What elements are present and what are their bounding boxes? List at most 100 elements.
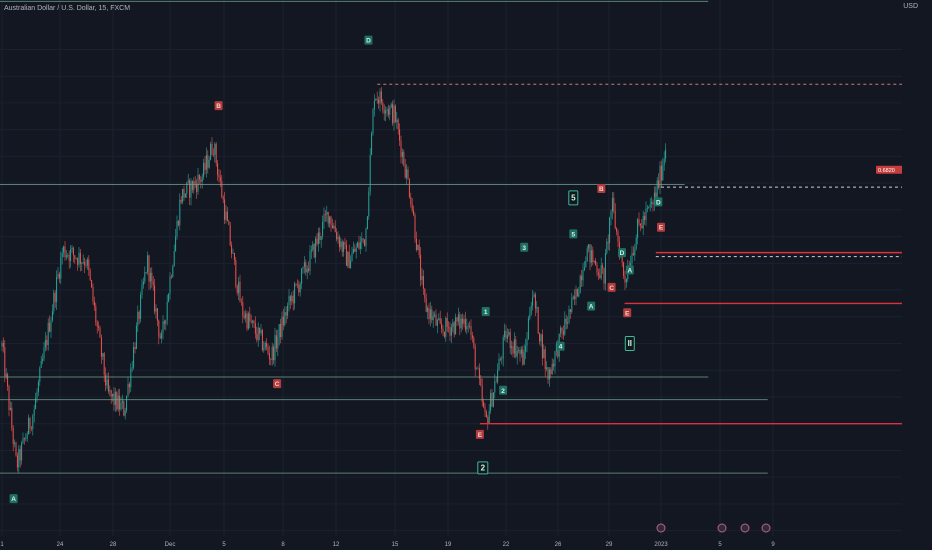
candle-body: [271, 346, 273, 360]
candle-body: [476, 369, 478, 370]
x-tick-label: 1: [0, 542, 4, 548]
candle-body: [46, 339, 48, 346]
candle-body: [652, 202, 654, 205]
candle-body: [9, 407, 11, 410]
candle-body: [292, 295, 294, 304]
candle-body: [254, 323, 256, 334]
candle-body: [224, 199, 226, 220]
candle-body: [131, 367, 133, 369]
candle-body: [469, 325, 471, 327]
wave-label-box: [364, 35, 373, 45]
wave-label-box: [9, 494, 18, 504]
candle-body: [455, 317, 457, 335]
candle-body: [544, 349, 546, 370]
wave-label-box: [618, 248, 626, 258]
candle-body: [362, 238, 364, 240]
candle-body: [77, 258, 79, 265]
candle-body: [207, 155, 209, 168]
candle-body: [327, 211, 329, 224]
wave-label-text: 2: [501, 388, 505, 395]
candle-body: [464, 319, 466, 330]
candle-body: [585, 261, 587, 268]
candle-body: [322, 222, 324, 237]
candle-body: [176, 220, 178, 237]
candle-body: [578, 293, 580, 297]
candle-body: [215, 143, 217, 164]
candle-body: [222, 197, 224, 200]
candle-body: [389, 106, 391, 115]
candle-body: [273, 346, 275, 361]
price-scale-background: [902, 0, 932, 550]
candle-body: [656, 180, 658, 198]
candle-body: [12, 428, 14, 444]
candle-body: [506, 335, 508, 339]
candle-body: [30, 428, 32, 429]
candle-body: [547, 367, 549, 380]
price-tag: [876, 165, 903, 174]
candle-body: [74, 255, 76, 259]
x-tick-label: 15: [392, 542, 399, 548]
candle-body: [561, 327, 563, 332]
candle-body: [203, 162, 205, 177]
candle-body: [154, 285, 156, 312]
candle-body: [54, 292, 56, 303]
candle-body: [284, 312, 286, 326]
candle-body: [246, 313, 248, 329]
candle-body: [383, 109, 385, 114]
candle-body: [600, 265, 602, 279]
wave-label-box: [625, 265, 634, 275]
candle-body: [319, 232, 321, 240]
candle-body: [635, 237, 637, 249]
candle-body: [117, 395, 119, 410]
candle-body: [457, 314, 459, 322]
candle-body: [112, 393, 114, 397]
candle-body: [320, 236, 322, 240]
candle-body: [19, 448, 21, 461]
candle-body: [226, 211, 228, 222]
candle-body: [172, 266, 174, 277]
candle-body: [193, 181, 195, 190]
candle-body: [190, 180, 192, 198]
candle-body: [660, 165, 662, 181]
candle-body: [487, 417, 489, 424]
candle-body: [189, 180, 191, 198]
candle-body: [550, 369, 552, 375]
candle-body: [595, 260, 597, 265]
candle-body: [616, 228, 618, 232]
candle-body: [89, 270, 91, 281]
candle-body: [532, 297, 534, 307]
candle-body: [232, 252, 234, 254]
candle-body: [217, 163, 219, 176]
candle-body: [355, 247, 357, 252]
candle-body: [288, 296, 290, 306]
candle-body: [555, 343, 557, 352]
candle-body: [179, 199, 181, 226]
candle-body: [43, 347, 45, 359]
candle-body: [49, 322, 51, 332]
candle-body: [26, 434, 28, 439]
candle-body: [312, 243, 314, 250]
wave-label-text: 2: [481, 463, 486, 472]
wave-label-text: 1: [484, 309, 488, 316]
candle-body: [621, 255, 623, 263]
candle-body: [387, 109, 389, 115]
candle-body: [243, 315, 245, 319]
candle-body: [399, 129, 401, 141]
candle-body: [98, 326, 100, 328]
candle-body: [596, 264, 598, 273]
candle-body: [253, 320, 255, 324]
candle-body: [161, 333, 163, 339]
candle-body: [37, 381, 39, 392]
candle-body: [644, 216, 646, 221]
x-tick-label: 5: [718, 542, 722, 548]
candle-body: [95, 306, 97, 323]
candle-body: [448, 326, 450, 328]
event-icon: [761, 523, 771, 533]
candle-body: [200, 179, 202, 182]
candle-body: [637, 219, 639, 238]
candle-body: [512, 346, 514, 354]
candle-body: [593, 260, 595, 262]
candle-body: [303, 262, 305, 268]
candle-body: [277, 337, 279, 349]
